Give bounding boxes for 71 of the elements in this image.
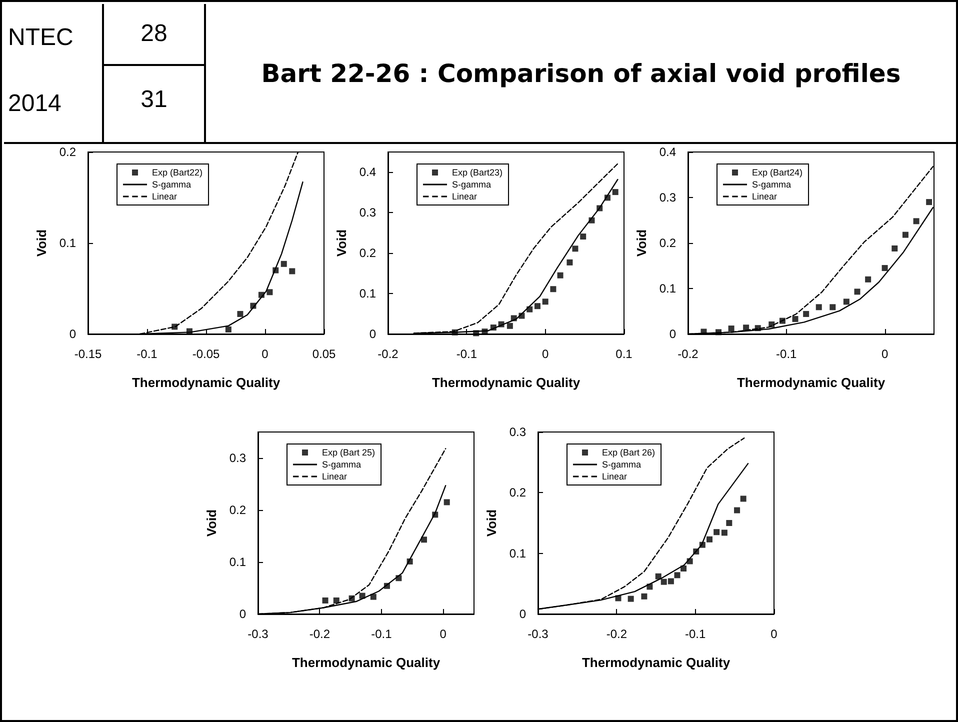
text: NTEC <box>8 23 74 53</box>
y-tick-label: 0.1 <box>659 282 676 296</box>
y-tick-label: 0 <box>69 327 76 341</box>
legend-label: Linear <box>152 192 178 202</box>
x-tick-label: -0.3 <box>528 627 549 641</box>
x-tick-label: -0.3 <box>248 627 269 641</box>
x-tick-label: 0 <box>770 627 778 641</box>
y-tick-label: 0.2 <box>59 145 76 159</box>
x-tick-label: -0.05 <box>192 347 220 361</box>
y-axis-title: Void <box>34 229 49 257</box>
x-tick-label: -0.15 <box>74 347 102 361</box>
x-tick-label: -0.1 <box>136 347 158 361</box>
x-tick-label: -0.2 <box>378 347 399 361</box>
x-tick-label: 0 <box>440 627 447 641</box>
x-tick-label: -0.1 <box>456 347 478 361</box>
y-tick-label: 0.4 <box>659 145 676 159</box>
y-axis-title: Void <box>634 229 649 257</box>
y-tick-label: 0.1 <box>229 555 246 569</box>
x-axis-title: Thermodynamic Quality <box>736 375 886 390</box>
legend-label: S-gamma <box>152 180 192 190</box>
legend-label: Exp (Bart23) <box>452 168 503 178</box>
x-tick-label: -0.2 <box>309 627 330 641</box>
legend-label: S-gamma <box>602 460 642 470</box>
x-tick-label: 0 <box>881 347 888 361</box>
y-tick-label: 0 <box>369 327 376 341</box>
y-tick-label: 0 <box>669 327 676 341</box>
text: 28 <box>140 19 168 49</box>
y-tick-label: 0.2 <box>509 486 526 500</box>
x-axis-title: Thermodynamic Quality <box>292 655 441 670</box>
text: 31 <box>140 85 168 115</box>
y-tick-label: 0.2 <box>359 246 376 260</box>
y-tick-label: 0.1 <box>359 286 376 301</box>
legend-label: Exp (Bart 25) <box>322 448 376 458</box>
y-tick-label: 0 <box>519 607 526 621</box>
x-axis-title: Thermodynamic Quality <box>132 375 281 390</box>
x-tick-label: 0 <box>542 347 549 361</box>
legend-label: Linear <box>452 192 478 202</box>
y-tick-label: 0.3 <box>659 190 676 204</box>
x-tick-label: -0.2 <box>678 347 699 361</box>
x-tick-label: -0.1 <box>684 627 706 641</box>
y-tick-label: 0 <box>239 607 246 621</box>
x-tick-label: 0.1 <box>616 347 633 361</box>
x-axis-title: Thermodynamic Quality <box>432 375 581 390</box>
y-tick-label: 0.2 <box>229 503 246 517</box>
legend-label: S-gamma <box>322 460 362 470</box>
text: Bart 22-26 : Comparison of axial void profiles <box>260 58 902 90</box>
legend-label: Exp (Bart 26) <box>602 448 656 458</box>
y-tick-label: 0.1 <box>59 236 76 250</box>
legend-label: Linear <box>602 472 628 482</box>
y-axis-title: Void <box>204 509 219 537</box>
legend-label: S-gamma <box>752 180 792 190</box>
y-tick-label: 0.3 <box>359 206 376 220</box>
legend-label: Exp (Bart24) <box>752 168 803 178</box>
x-tick-label: 0 <box>262 347 269 361</box>
y-axis-title: Void <box>334 229 349 257</box>
x-tick-label: -0.1 <box>371 627 392 641</box>
y-tick-label: 0.3 <box>509 425 526 439</box>
y-tick-label: 0.4 <box>359 165 376 180</box>
y-axis-title: Void <box>484 509 499 537</box>
legend-label: Linear <box>322 472 348 482</box>
legend-label: S-gamma <box>452 180 492 190</box>
y-tick-label: 0.2 <box>659 236 676 250</box>
x-tick-label: -0.1 <box>776 347 798 361</box>
legend-label: Linear <box>752 192 778 202</box>
x-axis-title: Thermodynamic Quality <box>582 655 731 670</box>
y-tick-label: 0.3 <box>229 451 246 465</box>
x-tick-label: -0.2 <box>606 627 628 641</box>
legend-label: Exp (Bart22) <box>152 168 203 178</box>
x-tick-label: 0.05 <box>312 347 336 361</box>
text: 2014 <box>8 89 62 119</box>
y-tick-label: 0.1 <box>509 546 526 560</box>
